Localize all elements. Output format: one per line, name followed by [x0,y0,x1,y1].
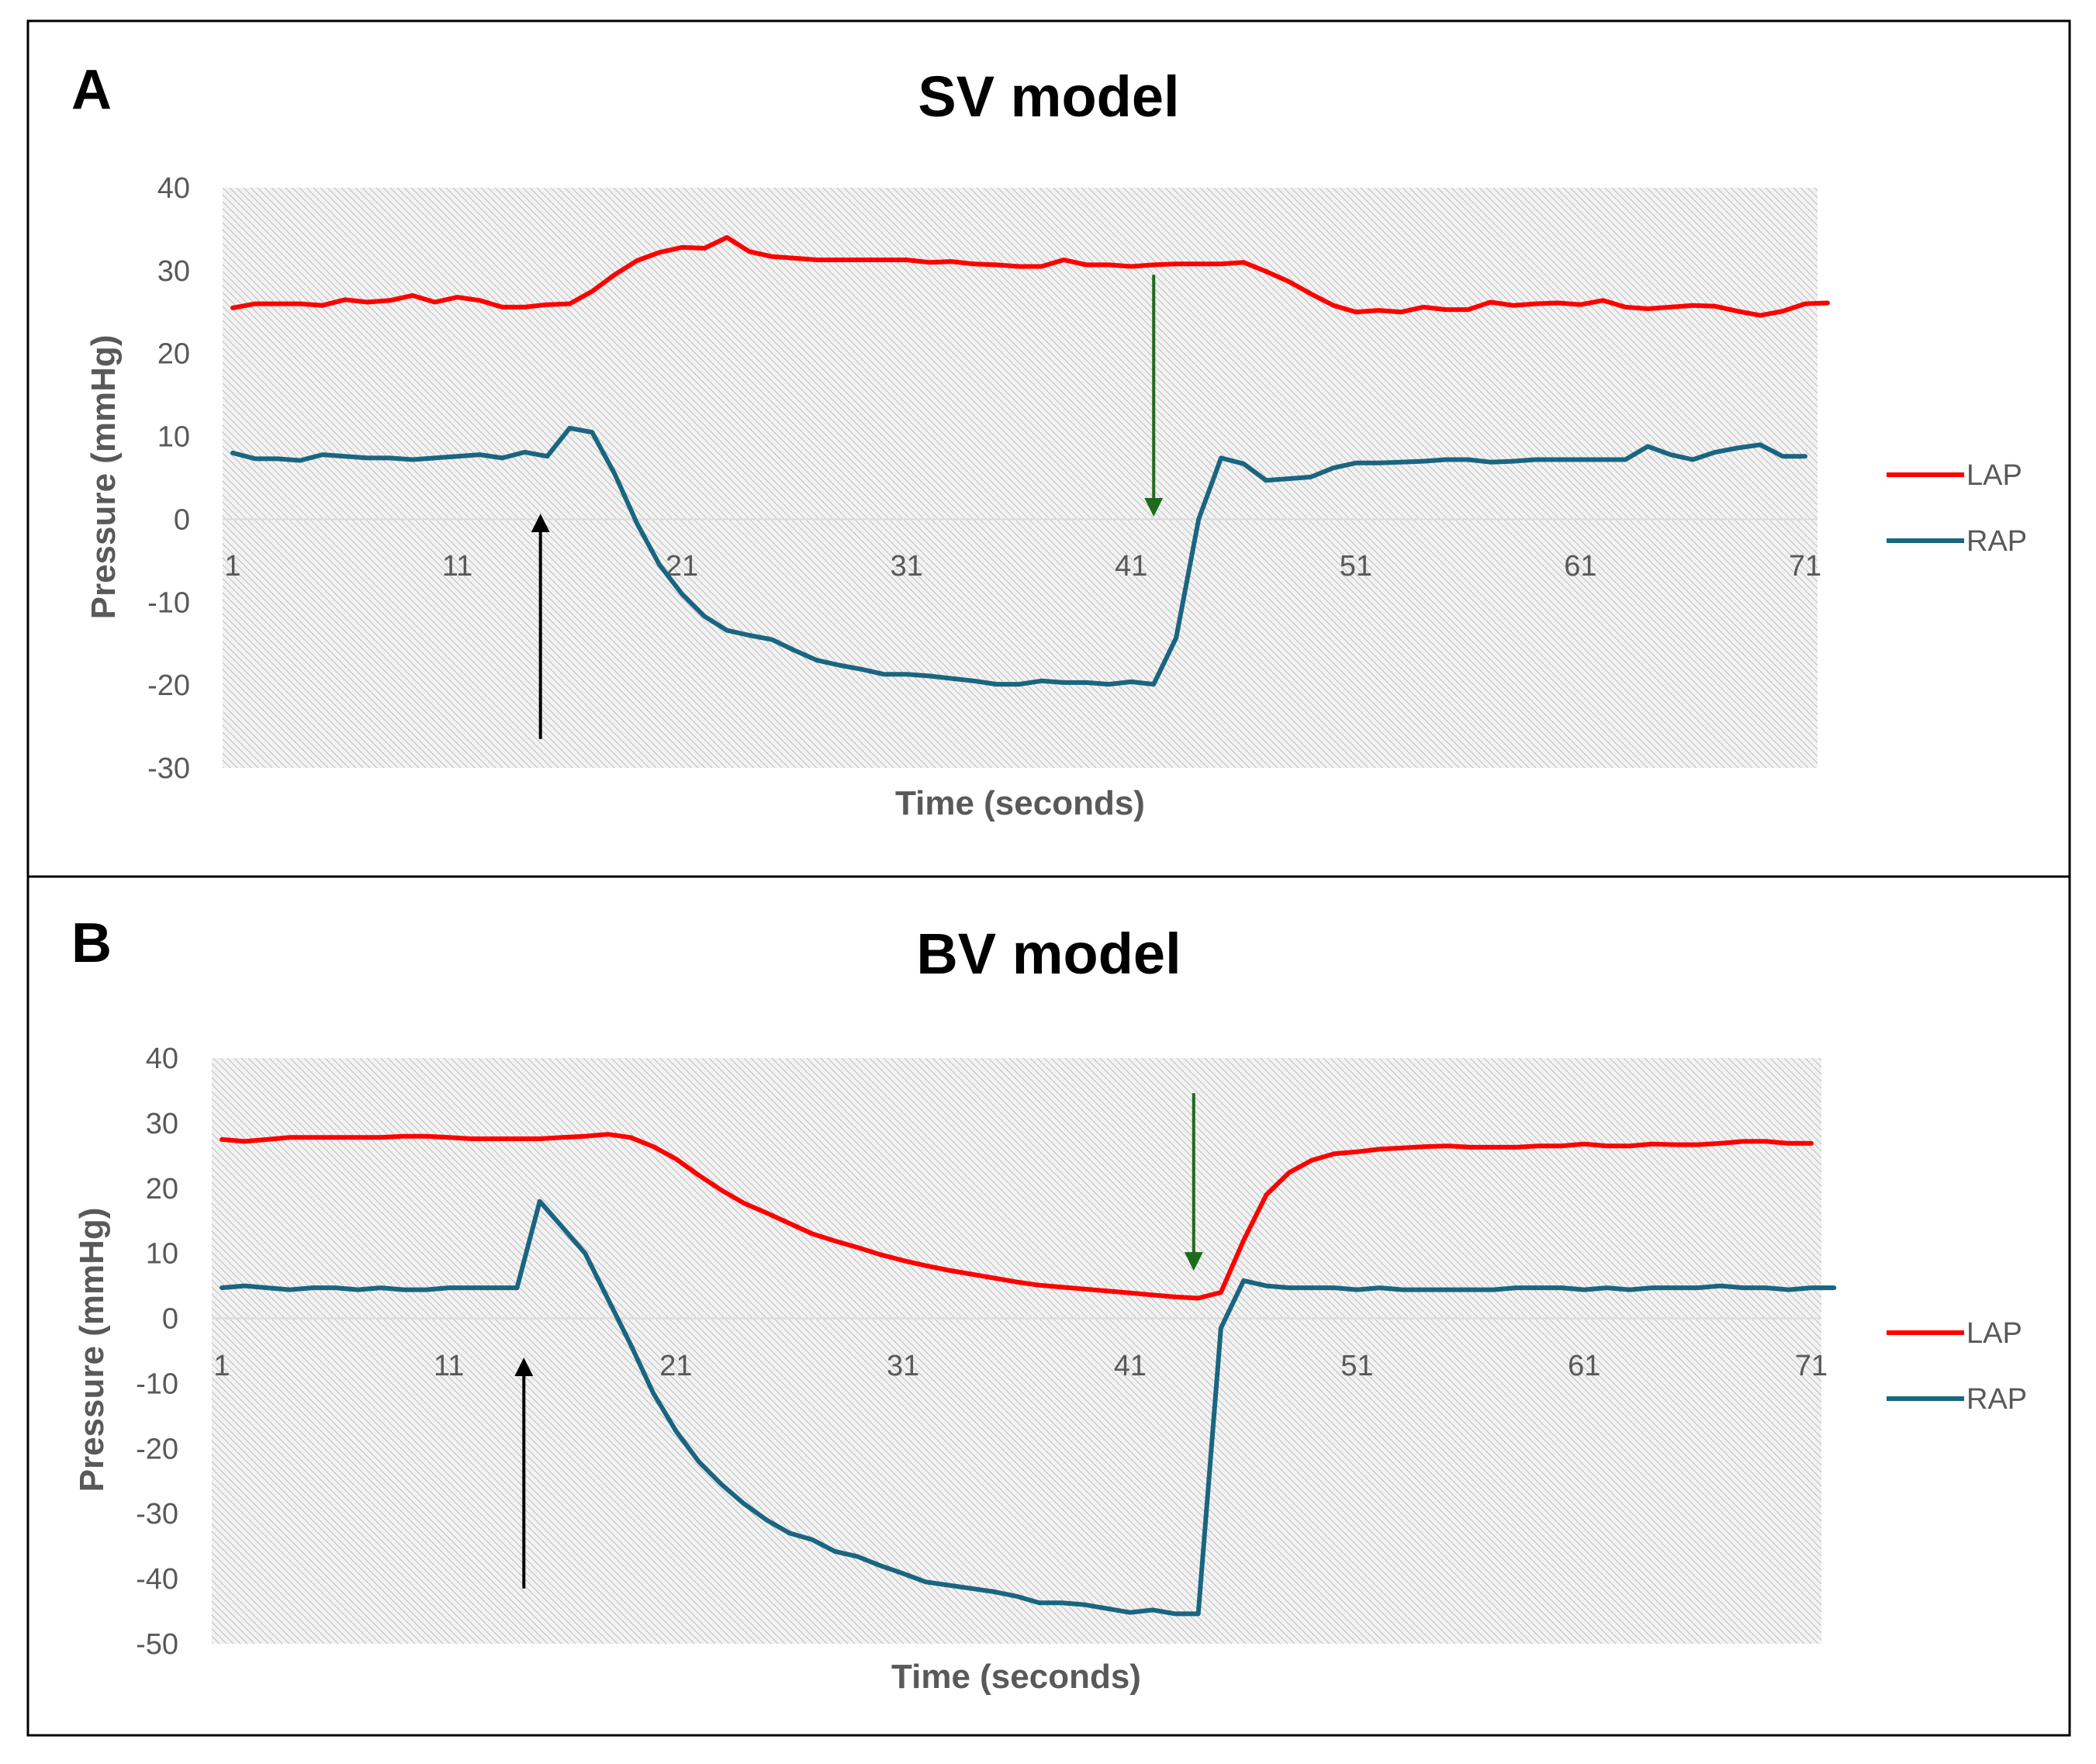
x-tick-label: 41 [1115,550,1147,583]
x-tick-label: 41 [1114,1350,1147,1382]
legend-label-lap: LAP [1966,1317,2022,1350]
y-tick-label: -30 [147,752,190,785]
x-tick-label: 61 [1568,1350,1600,1382]
y-tick-label: 20 [146,1173,178,1205]
y-tick-label: 10 [157,421,190,454]
x-axis-a: 1 11 21 31 41 51 61 71 [224,550,1821,583]
y-tick-label: 30 [157,255,190,288]
plot-area-b [212,1058,1821,1644]
plot-area-a [223,188,1818,768]
x-tick-label: 31 [887,1350,919,1382]
y-tick-label: -40 [136,1563,178,1596]
x-tick-label: 21 [659,1350,692,1382]
legend-label-rap: RAP [1966,525,2027,558]
y-tick-label: -20 [136,1433,178,1465]
y-tick-label: 40 [146,1043,178,1075]
y-axis-a: -30 -20 -10 0 10 20 30 40 [147,172,190,785]
x-tick-label: 71 [1795,1350,1828,1382]
legend-label-rap: RAP [1966,1383,2027,1416]
y-tick-label: 40 [157,172,190,205]
series-line-rap [230,425,1807,687]
y-tick-label: 0 [174,503,190,536]
x-axis-title-a: Time (seconds) [895,784,1145,822]
x-axis-b: 1 11 21 31 41 51 61 71 [213,1350,1828,1382]
legend-b: LAP RAP [1887,1317,2027,1416]
series-group-a [230,235,1830,687]
y-tick-label: -10 [136,1368,178,1400]
x-tick-label: 11 [442,550,472,583]
y-tick-label: 20 [157,338,190,371]
arrow-annotations-b [514,1093,1203,1589]
legend-a: LAP RAP [1887,459,2027,558]
y-tick-label: 30 [146,1108,178,1140]
chart-b-title: BV model [916,922,1181,986]
arrow-annotations-a [531,275,1164,739]
x-tick-label: 1 [224,550,240,583]
y-axis-b: -50 -40 -30 -20 -10 0 10 20 30 40 [136,1043,178,1661]
x-tick-label: 51 [1340,550,1372,583]
x-tick-label: 61 [1564,550,1596,583]
x-tick-label: 31 [891,550,923,583]
y-tick-label: -10 [147,586,190,619]
x-tick-label: 71 [1789,550,1821,583]
x-tick-label: 51 [1340,1350,1373,1382]
series-line-lap [230,235,1830,318]
series-line-rap [220,1198,1837,1617]
panel-a-letter: A [71,59,112,121]
y-tick-label: -50 [136,1628,178,1661]
series-line-lap [220,1132,1814,1301]
x-tick-label: 1 [213,1350,230,1382]
series-group-b [220,1132,1837,1617]
chart-a-title: SV model [918,64,1179,129]
panel-b-frame [26,875,2071,1737]
y-tick-label: 10 [146,1238,178,1271]
y-tick-label: 0 [162,1303,178,1336]
x-axis-title-b: Time (seconds) [891,1658,1141,1696]
panel-b-letter: B [71,912,112,974]
legend-label-lap: LAP [1966,459,2022,492]
x-tick-label: 11 [434,1350,464,1382]
y-axis-title-a: Pressure (mmHg) [85,335,123,620]
y-tick-label: -20 [147,669,190,702]
y-axis-title-b: Pressure (mmHg) [73,1208,111,1492]
y-tick-label: -30 [136,1498,178,1531]
